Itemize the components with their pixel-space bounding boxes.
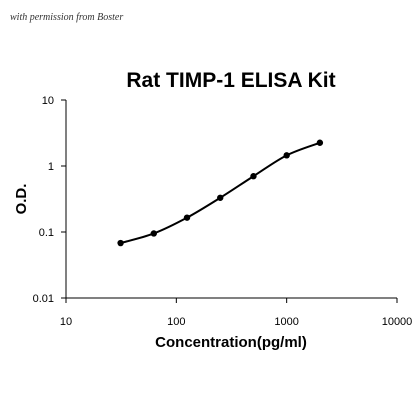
y-tick-label: 0.1	[39, 227, 54, 239]
data-points	[117, 139, 324, 247]
x-tick-label: 100	[167, 316, 185, 328]
x-tick-label: 10000	[382, 316, 413, 328]
data-point	[283, 152, 290, 159]
x-tick-label: 1000	[274, 316, 298, 328]
chart-title: Rat TIMP-1 ELISA Kit	[126, 69, 335, 92]
y-axis-tick-labels: 10 1 0.1 0.01	[33, 95, 54, 305]
x-axis-tick-labels: 10 100 1000 10000	[60, 316, 412, 328]
data-point	[150, 230, 158, 237]
data-point	[250, 173, 257, 180]
plot-area: 10 1 0.1 0.01 10 100 1000 10000	[33, 95, 413, 328]
y-tick-label: 10	[42, 95, 54, 107]
x-tick-label: 10	[60, 316, 72, 328]
data-point	[183, 214, 191, 221]
data-point	[117, 239, 124, 247]
data-point	[316, 139, 324, 146]
y-tick-label: 0.01	[33, 293, 54, 305]
data-point	[217, 194, 224, 201]
y-axis-title: O.D.	[13, 184, 30, 215]
watermark-text: with permission from Boster	[10, 12, 123, 23]
x-axis-title: Concentration(pg/ml)	[155, 334, 307, 351]
x-axis-ticks	[65, 298, 398, 303]
y-tick-label: 1	[48, 161, 54, 173]
standard-curve-line	[120, 141, 321, 245]
y-axis-ticks	[61, 99, 66, 299]
